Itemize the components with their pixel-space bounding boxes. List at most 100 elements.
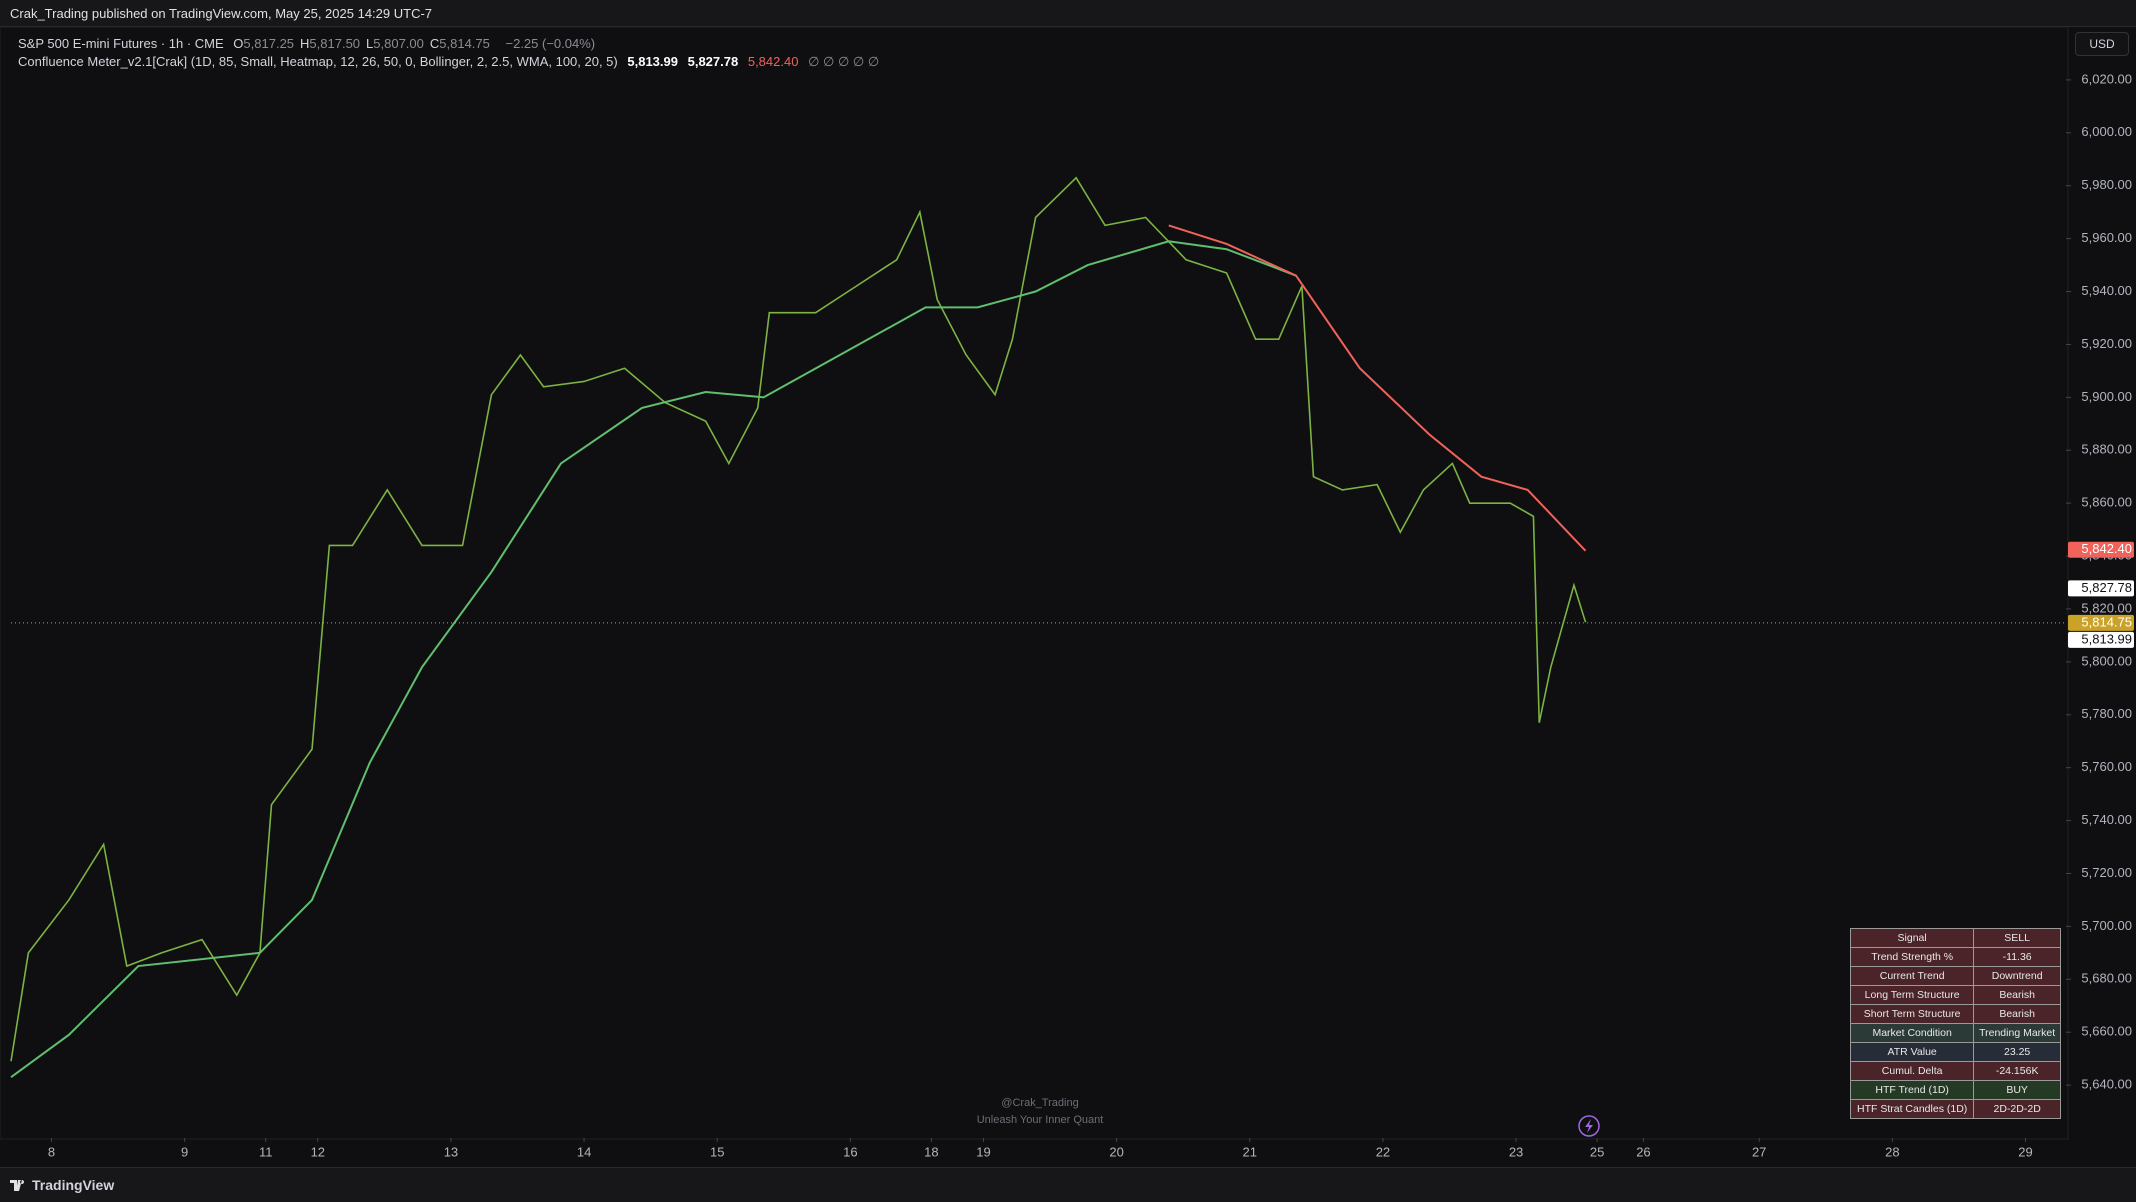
y-tick-label: 5,860.00 bbox=[2081, 495, 2132, 510]
x-tick-label: 11 bbox=[259, 1144, 273, 1159]
y-tick-label: 5,660.00 bbox=[2081, 1024, 2132, 1039]
currency-button[interactable]: USD bbox=[2075, 32, 2129, 56]
ohlc-label: H bbox=[300, 36, 310, 51]
table-row: Market Condition Trending Market bbox=[1849, 1023, 2061, 1043]
ohlc-value: 5,817.50 bbox=[309, 36, 361, 51]
x-tick-label: 23 bbox=[1509, 1144, 1523, 1159]
x-tick-label: 19 bbox=[976, 1144, 990, 1159]
x-tick-label: 20 bbox=[1109, 1144, 1123, 1159]
price-tag bbox=[2068, 631, 2134, 648]
replay-icon bbox=[1578, 1115, 1600, 1137]
y-tick-label: 5,780.00 bbox=[2081, 706, 2132, 721]
y-tick-label: 5,740.00 bbox=[2081, 812, 2132, 827]
table-value: Downtrend bbox=[1973, 966, 2061, 986]
table-value: Bearish bbox=[1973, 985, 2061, 1005]
price-tag-label: 5,827.78 bbox=[2081, 580, 2132, 595]
table-row: HTF Trend (1D) BUY bbox=[1849, 1080, 2061, 1100]
change: −2.25 (−0.04%) bbox=[505, 36, 596, 51]
ohlc-value: 5,814.75 bbox=[439, 36, 490, 51]
y-tick-label: 5,800.00 bbox=[2081, 653, 2132, 668]
table-row: Current Trend Downtrend bbox=[1849, 966, 2061, 986]
x-tick-label: 8 bbox=[48, 1144, 55, 1159]
table-value: -24.156K bbox=[1973, 1061, 2061, 1081]
table-row: ATR Value 23.25 bbox=[1849, 1042, 2061, 1062]
y-tick-label: 5,980.00 bbox=[2081, 177, 2132, 192]
table-value: -11.36 bbox=[1973, 947, 2061, 967]
indicator-value: 5,842.40 bbox=[747, 54, 799, 69]
ohlc: O5,817.25 H5,817.50 L5,807.00 C5,814.75 bbox=[233, 36, 496, 51]
y-tick-label: 6,000.00 bbox=[2081, 124, 2132, 139]
symbol[interactable]: S&P 500 E-mini Futures · 1h · CME bbox=[18, 36, 224, 51]
ohlc-label: O bbox=[233, 36, 244, 51]
y-tick-label: 5,960.00 bbox=[2081, 230, 2132, 245]
table-row: Long Term Structure Bearish bbox=[1849, 985, 2061, 1005]
x-tick-label: 29 bbox=[2018, 1144, 2032, 1159]
table-key: Current Trend bbox=[1849, 966, 1975, 986]
table-key: Signal bbox=[1849, 928, 1975, 948]
y-tick-label: 5,920.00 bbox=[2081, 336, 2132, 351]
ohlc-value: 5,807.00 bbox=[373, 36, 424, 51]
y-tick-label: 5,640.00 bbox=[2081, 1077, 2132, 1092]
x-tick-label: 27 bbox=[1752, 1144, 1766, 1159]
x-tick-label: 12 bbox=[311, 1144, 325, 1159]
table-key: Short Term Structure bbox=[1849, 1004, 1975, 1024]
signal-table: Signal SELL Trend Strength % -11.36 Current … bbox=[1849, 928, 2061, 1119]
brand: TradingView bbox=[32, 1177, 115, 1193]
x-tick-label: 21 bbox=[1243, 1144, 1257, 1159]
indicator-row: Confluence Meter_v2.1[Crak] (1D, 85, Sma… bbox=[18, 54, 885, 70]
price-tag bbox=[2068, 580, 2134, 597]
table-row: Cumul. Delta -24.156K bbox=[1849, 1061, 2061, 1081]
x-tick-label: 16 bbox=[843, 1144, 857, 1159]
y-tick-label: 5,940.00 bbox=[2081, 283, 2132, 298]
price-tag bbox=[2068, 541, 2134, 558]
indicator-name[interactable]: Confluence Meter_v2.1[Crak] (1D, 85, Sma… bbox=[18, 54, 618, 69]
footer: TradingView bbox=[0, 1167, 2136, 1202]
table-key: HTF Trend (1D) bbox=[1849, 1080, 1975, 1100]
x-tick-label: 18 bbox=[924, 1144, 938, 1159]
x-tick-label: 14 bbox=[577, 1144, 591, 1159]
table-value: 23.25 bbox=[1973, 1042, 2061, 1062]
table-key: Trend Strength % bbox=[1849, 947, 1975, 967]
y-tick-label: 5,720.00 bbox=[2081, 865, 2132, 880]
watermark: @Crak_Trading bbox=[1001, 1097, 1079, 1109]
table-key: ATR Value bbox=[1849, 1042, 1975, 1062]
price-tag bbox=[2068, 614, 2134, 631]
x-tick-label: 28 bbox=[1885, 1144, 1899, 1159]
y-tick-label: 5,820.00 bbox=[2081, 600, 2132, 615]
indicator-icons: ∅ ∅ ∅ ∅ ∅ bbox=[808, 54, 880, 69]
table-value: Trending Market bbox=[1973, 1023, 2061, 1043]
series-line bbox=[10, 176, 1587, 1062]
published: Crak_Trading published on TradingView.co… bbox=[10, 6, 433, 21]
table-row: Signal SELL bbox=[1849, 928, 2061, 948]
ohlc-label: L bbox=[366, 36, 374, 51]
plot-border bbox=[0, 26, 2069, 1140]
x-tick-label: 22 bbox=[1376, 1144, 1390, 1159]
logo bbox=[10, 1180, 25, 1191]
publish-bar: Crak_Trading published on TradingView.co… bbox=[0, 0, 2136, 27]
price-tag-label: 5,842.40 bbox=[2081, 541, 2132, 556]
table-value: Bearish bbox=[1973, 1004, 2061, 1024]
y-tick-label: 6,020.00 bbox=[2081, 71, 2132, 86]
table-key: Market Condition bbox=[1849, 1023, 1975, 1043]
x-tick-label: 13 bbox=[444, 1144, 458, 1159]
price-tag-label: 5,813.99 bbox=[2081, 631, 2132, 646]
x-tick-label: 15 bbox=[710, 1144, 724, 1159]
indicator-value: 5,827.78 bbox=[687, 54, 739, 69]
x-tick-label: 25 bbox=[1590, 1144, 1604, 1159]
symbol-row: S&P 500 E-mini Futures · 1h · CME O 5,817… bbox=[18, 36, 601, 51]
table-row: HTF Strat Candles (1D) 2D-2D-2D bbox=[1849, 1099, 2061, 1119]
series-line bbox=[10, 240, 1297, 1078]
table-value: 2D-2D-2D bbox=[1973, 1099, 2061, 1119]
y-tick-label: 5,900.00 bbox=[2081, 389, 2132, 404]
table-key: Long Term Structure bbox=[1849, 985, 1975, 1005]
x-tick-label: 26 bbox=[1636, 1144, 1650, 1159]
y-tick-label: 5,880.00 bbox=[2081, 442, 2132, 457]
table-value: BUY bbox=[1973, 1080, 2061, 1100]
ohlc-label: C bbox=[429, 36, 440, 51]
watermark: Unleash Your Inner Quant bbox=[976, 1114, 1104, 1126]
table-key: Cumul. Delta bbox=[1849, 1061, 1975, 1081]
y-tick-label: 5,680.00 bbox=[2081, 971, 2132, 986]
replay-icon-bolt bbox=[1585, 1119, 1593, 1133]
